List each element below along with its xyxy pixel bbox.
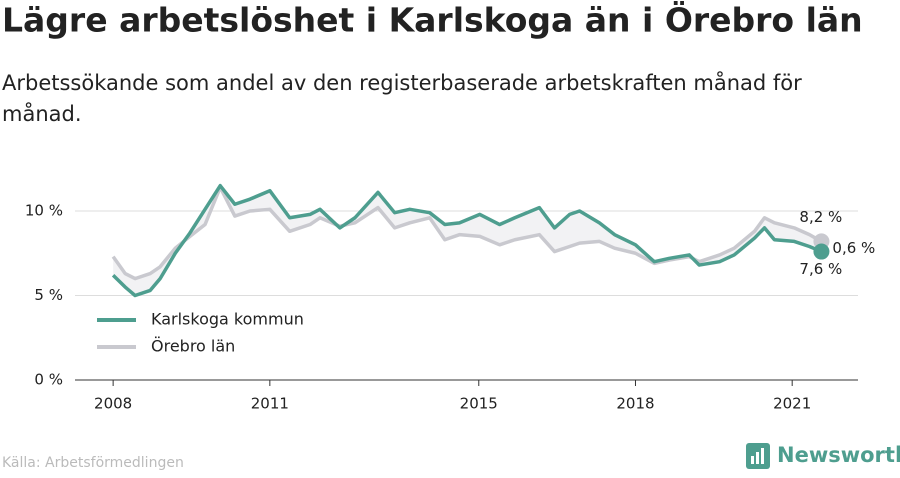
legend-label: Örebro län	[151, 337, 235, 356]
logo-bar	[751, 456, 754, 464]
x-tick-label: 2018	[616, 395, 654, 413]
x-tick-label: 2008	[94, 395, 132, 413]
brand-logo: Newsworthy	[746, 443, 900, 469]
annotation: 0,6 %	[832, 239, 875, 257]
source: Källa: Arbetsförmedlingen	[2, 455, 184, 471]
end-point	[813, 243, 830, 260]
chart-subtitle: Arbetssökande som andel av den registerb…	[2, 71, 802, 126]
series-line	[111, 183, 823, 298]
series-line	[111, 185, 823, 281]
subtitle-box: Arbetssökande som andel av den registerb…	[2, 71, 802, 126]
y-tick-label: 0 %	[34, 371, 63, 389]
gap-area	[113, 185, 822, 296]
x-tick-label: 2015	[460, 395, 498, 413]
chart-title: Lägre arbetslöshet i Karlskoga än i Öreb…	[2, 0, 863, 40]
brand-name: Newsworthy	[777, 443, 900, 467]
y-tick-label: 5 %	[34, 286, 63, 304]
legend-label: Karlskoga kommun	[151, 310, 304, 329]
annotation: 8,2 %	[799, 208, 842, 226]
logo-bar	[761, 448, 764, 464]
x-tick-label: 2011	[251, 395, 289, 413]
y-tick-label: 10 %	[25, 202, 63, 220]
annotation: 7,6 %	[799, 260, 842, 278]
x-tick-label: 2021	[773, 395, 811, 413]
logo-bar	[756, 452, 759, 464]
